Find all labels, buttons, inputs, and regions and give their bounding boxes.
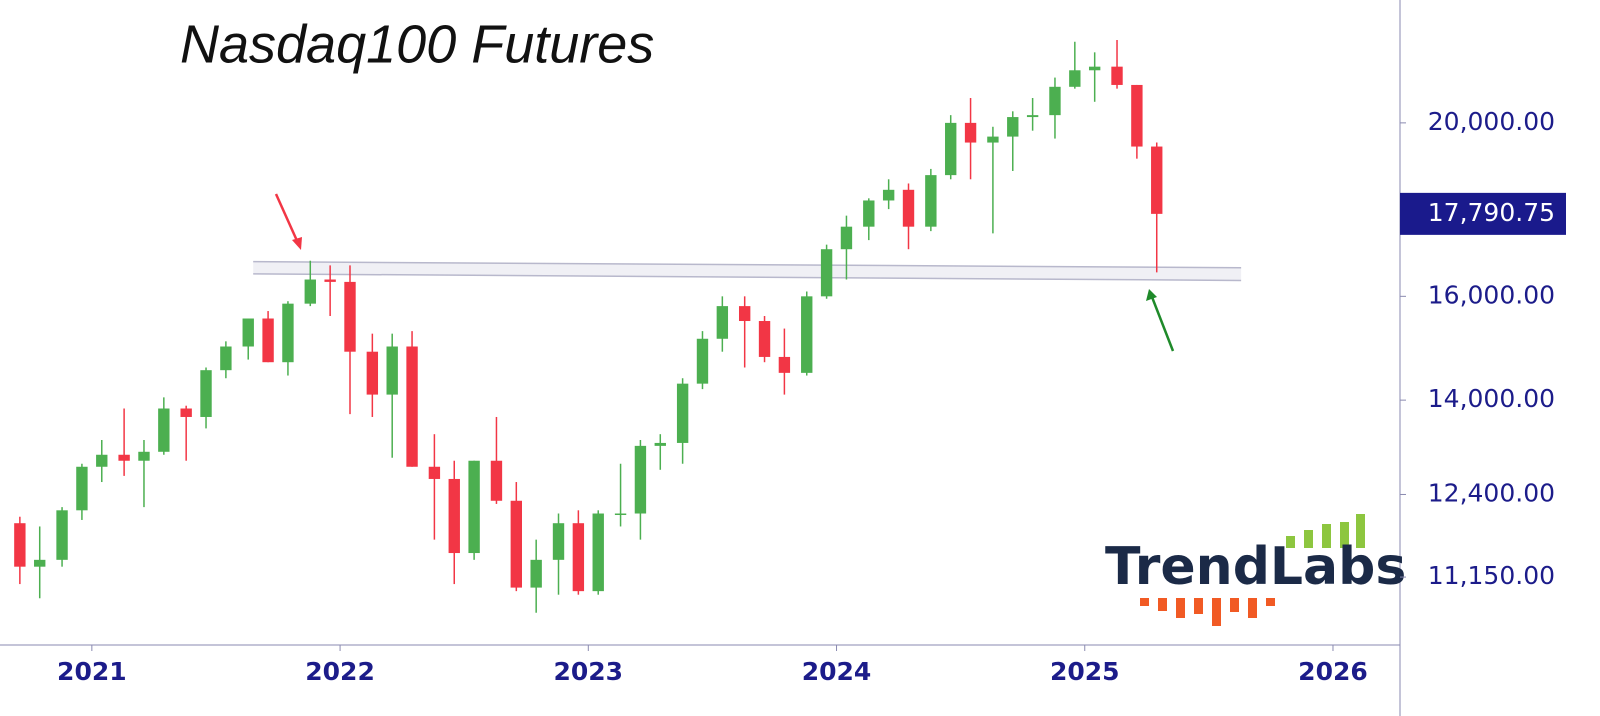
- y-tick-label: 14,000.00: [1428, 384, 1555, 413]
- candle-body: [840, 226, 853, 250]
- candle-body: [282, 303, 294, 363]
- last-price-label: 17,790.75: [1428, 198, 1555, 227]
- y-tick-label: 12,400.00: [1428, 478, 1555, 507]
- candle-body: [863, 200, 875, 227]
- x-tick-label: 2022: [305, 657, 375, 686]
- candle-body: [552, 523, 565, 560]
- candle-body: [76, 466, 88, 511]
- candle-body: [304, 279, 316, 304]
- candle-body: [738, 306, 751, 322]
- logo-bars: [1140, 514, 1365, 626]
- plot-area: [14, 40, 1242, 613]
- candle-body: [634, 445, 647, 514]
- chart-title: Nasdaq100 Futures: [180, 14, 654, 74]
- candle-body: [118, 454, 130, 461]
- candle-body: [716, 306, 729, 339]
- candle-body: [56, 510, 68, 560]
- candle-body: [902, 189, 915, 227]
- candle-body: [964, 122, 977, 143]
- candle-body: [592, 513, 604, 592]
- last-price-tag: [1400, 192, 1566, 235]
- candle-body: [510, 500, 523, 588]
- candle-body: [1069, 70, 1081, 87]
- x-tick-label: 2023: [554, 657, 624, 686]
- candle-body: [676, 383, 689, 443]
- candle-body: [1049, 86, 1061, 116]
- candle-body: [34, 559, 46, 567]
- candle-body: [220, 346, 232, 371]
- candle-body: [468, 460, 480, 554]
- candle-body: [344, 281, 356, 352]
- y-tick-label: 16,000.00: [1428, 280, 1555, 309]
- x-tick-label: 2021: [57, 657, 127, 686]
- candle-body: [1007, 117, 1019, 137]
- x-tick-label: 2026: [1298, 657, 1368, 686]
- support-line: [253, 273, 1242, 282]
- y-tick-label: 11,150.00: [1428, 561, 1555, 590]
- candle-body: [1026, 115, 1039, 118]
- candle-body: [572, 523, 585, 592]
- candle-body: [801, 296, 813, 373]
- candle-body: [925, 175, 937, 227]
- candle-body: [386, 346, 398, 395]
- candle-body: [428, 466, 441, 479]
- candle-body: [262, 318, 274, 363]
- candle-body: [448, 478, 460, 554]
- candle-body: [366, 351, 379, 395]
- candle-body: [490, 460, 503, 501]
- annotation-arrows: [274, 193, 1175, 352]
- candle-body: [1131, 84, 1143, 147]
- candle-body: [1111, 66, 1123, 85]
- candle-body: [614, 513, 627, 516]
- candle-body: [778, 356, 791, 373]
- x-tick-label: 2025: [1050, 657, 1120, 686]
- candle-body: [138, 451, 150, 461]
- candle-body: [406, 346, 418, 467]
- y-tick-label: 20,000.00: [1428, 107, 1555, 136]
- x-tick-label: 2024: [802, 657, 872, 686]
- candle-body: [1151, 146, 1163, 214]
- candle-body: [242, 318, 254, 347]
- candle-body: [158, 408, 170, 452]
- candle-body: [987, 136, 999, 143]
- candle-body: [14, 523, 26, 567]
- candle-body: [1088, 66, 1101, 71]
- candle-body: [945, 122, 957, 176]
- candle-body: [758, 321, 771, 357]
- candle-body: [200, 370, 212, 417]
- watermark: TrendLabs: [1105, 537, 1406, 597]
- candle-body: [882, 189, 895, 201]
- candle-body: [180, 408, 192, 417]
- candle-body: [324, 279, 336, 282]
- candle-body: [696, 338, 709, 384]
- candle-body: [96, 454, 108, 467]
- support-line: [253, 260, 1242, 269]
- candle-body: [654, 442, 666, 446]
- candle-body: [820, 249, 833, 297]
- candle-body: [530, 559, 542, 588]
